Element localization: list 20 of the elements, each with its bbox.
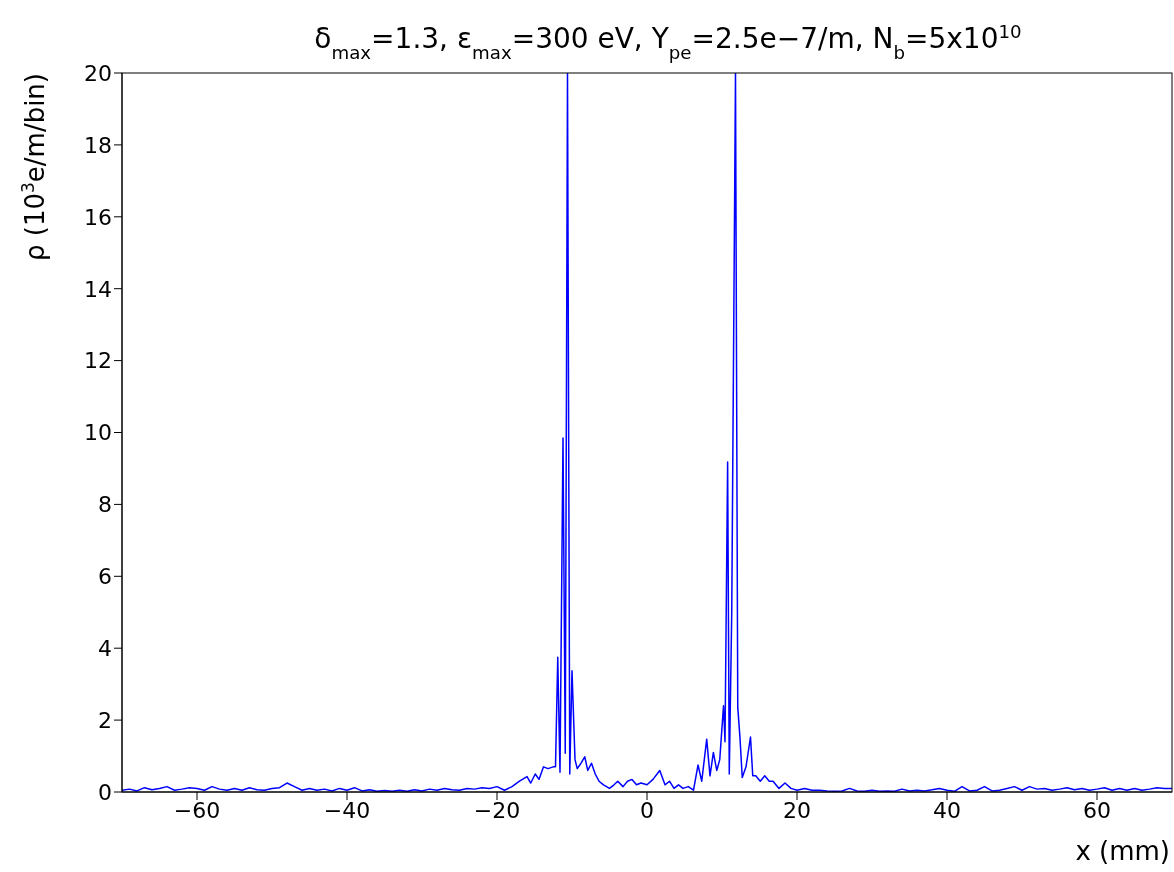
x-tick-label: 40 [933, 797, 961, 823]
y-tick-label: 20 [84, 60, 112, 86]
y-tick-label: 18 [84, 132, 112, 158]
x-tick-label: −40 [323, 797, 371, 823]
x-tick-label: −60 [173, 797, 221, 823]
x-axis-title: x (mm) [1075, 836, 1170, 866]
y-tick-label: 0 [98, 779, 112, 805]
x-tick-label: 0 [640, 797, 654, 823]
chart-title: δ$_{max}$=1.3, ε$_{max}$=300 eV, Y$_{pe}$=2.5e−7/m, N$_{b}$=5x10$^{10}$ [314, 20, 1022, 63]
y-tick-label: 4 [98, 636, 112, 662]
x-tick-label: 20 [783, 797, 811, 823]
y-tick-label: 6 [98, 564, 112, 590]
y-tick-label: 2 [98, 707, 112, 733]
x-tick-label: 60 [1083, 797, 1111, 823]
y-tick-label: 10 [84, 420, 112, 446]
y-tick-label: 16 [84, 204, 112, 230]
y-tick-label: 12 [84, 348, 112, 374]
y-tick-label: 14 [84, 276, 112, 302]
x-tick-label: −20 [473, 797, 521, 823]
y-tick-label: 8 [98, 492, 112, 518]
